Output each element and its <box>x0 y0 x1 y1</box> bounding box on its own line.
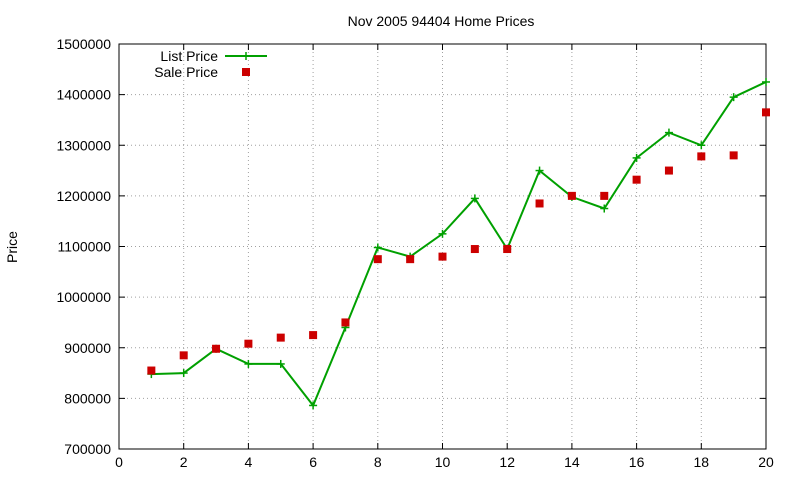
x-tick-label: 12 <box>499 454 515 470</box>
y-tick-label: 1300000 <box>56 137 111 153</box>
x-tick-label: 6 <box>309 454 317 470</box>
sale-price-point <box>276 333 285 342</box>
y-tick-label: 1100000 <box>58 239 112 255</box>
series-line-list-price <box>151 81 767 408</box>
y-tick-label: 1400000 <box>56 87 111 103</box>
sale-price-point <box>762 108 770 117</box>
list-price-point <box>664 128 673 137</box>
list-price-point <box>632 153 641 162</box>
list-price-point <box>373 243 382 252</box>
sale-price-point <box>600 191 609 200</box>
x-tick-label: 14 <box>564 454 580 470</box>
list-price-point <box>697 141 706 150</box>
sale-price-point <box>212 344 221 353</box>
sale-price-point <box>503 245 512 254</box>
x-tick-label: 4 <box>245 454 253 470</box>
list-price-point <box>600 204 609 213</box>
x-tick-label: 2 <box>180 454 188 470</box>
legend-label: List Price <box>160 48 218 64</box>
sale-price-point <box>147 366 156 375</box>
sale-price-point <box>470 245 479 254</box>
y-tick-label: 1500000 <box>56 36 111 52</box>
list-price-point <box>762 77 770 86</box>
sale-price-point <box>179 351 188 360</box>
list-price-point <box>535 166 544 175</box>
list-price-point <box>729 93 738 102</box>
legend-label: Sale Price <box>154 64 218 80</box>
sale-price-point <box>632 175 641 184</box>
sale-price-point <box>567 191 576 200</box>
x-tick-label: 0 <box>115 454 123 470</box>
legend-square-swatch <box>242 68 250 76</box>
list-price-point <box>470 194 479 203</box>
y-tick-label: 1200000 <box>56 188 111 204</box>
list-price-point <box>244 359 253 368</box>
y-tick-label: 900000 <box>64 340 111 356</box>
list-price-point <box>276 359 285 368</box>
sale-price-point <box>438 252 447 261</box>
y-tick-label: 800000 <box>64 390 111 406</box>
chart-title: Nov 2005 94404 Home Prices <box>348 13 535 29</box>
y-axis-label: Price <box>4 231 20 263</box>
x-tick-label: 8 <box>374 454 382 470</box>
sale-price-point <box>535 199 544 208</box>
x-tick-label: 20 <box>758 454 774 470</box>
x-tick-label: 16 <box>629 454 645 470</box>
sale-price-point <box>341 318 350 327</box>
sale-price-point <box>373 255 382 264</box>
sale-price-point <box>729 151 738 160</box>
x-tick-label: 18 <box>694 454 710 470</box>
sale-price-point <box>406 255 415 264</box>
list-price-point <box>179 369 188 378</box>
list-price-point <box>309 401 318 410</box>
y-tick-label: 1000000 <box>56 289 111 305</box>
axes: 0 2 4 6 8 10 12 14 16 18 20 700000 800000 900000 10000… <box>56 36 774 470</box>
y-tick-label: 700000 <box>64 441 111 457</box>
list-price-point <box>438 229 447 238</box>
series-layer <box>147 77 770 410</box>
sale-price-point <box>664 166 673 175</box>
sale-price-point <box>244 339 253 348</box>
sale-price-point <box>309 331 318 340</box>
sale-price-point <box>697 152 706 161</box>
x-tick-label: 10 <box>435 454 451 470</box>
